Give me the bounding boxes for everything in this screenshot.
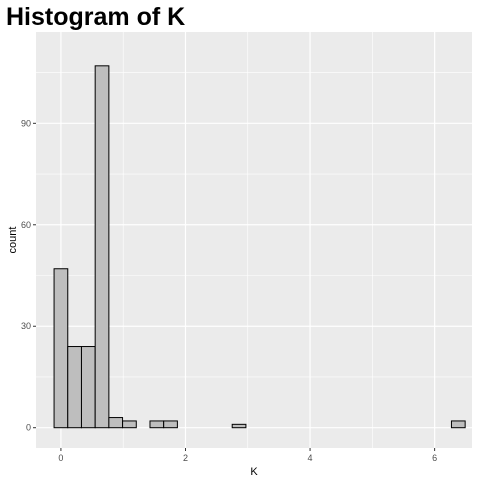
histogram-bar	[67, 346, 82, 429]
histogram-bar	[450, 420, 466, 429]
x-tick-label: 6	[432, 453, 437, 463]
x-tick-label: 2	[183, 453, 188, 463]
y-tick-label: 30	[21, 321, 31, 331]
x-axis-title: K	[250, 466, 258, 478]
x-tick-label: 0	[58, 453, 63, 463]
histogram-bar	[80, 346, 96, 429]
x-tick-label: 4	[308, 453, 313, 463]
y-tick-label: 0	[26, 423, 31, 433]
histogram-bar	[108, 417, 124, 429]
histogram-bars	[53, 65, 466, 429]
y-axis-ticks: 0 30 60 90	[21, 118, 36, 433]
histogram-bar	[231, 423, 247, 429]
y-axis-title: count	[7, 227, 19, 254]
histogram-bar	[94, 65, 110, 429]
histogram-bar	[122, 420, 137, 429]
y-tick-label: 90	[21, 118, 31, 128]
histogram-bar	[53, 268, 69, 429]
histogram-bar	[163, 420, 178, 429]
y-tick-label: 60	[21, 220, 31, 230]
histogram-bar	[149, 420, 165, 429]
x-axis-ticks: 0 2 4 6	[58, 448, 437, 463]
chart-title: Histogram of K	[6, 3, 186, 31]
